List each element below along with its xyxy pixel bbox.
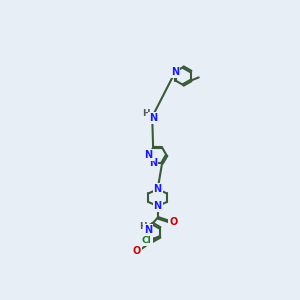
Text: N: N [145,150,153,160]
Text: N: N [171,67,179,76]
Text: N: N [149,158,157,168]
Text: Cl: Cl [142,236,152,245]
Text: N: N [149,112,157,123]
Text: O: O [133,246,141,256]
Text: N: N [144,225,152,235]
Text: H: H [139,223,147,232]
Text: O: O [169,217,177,226]
Text: N: N [154,184,162,194]
Text: N: N [154,201,162,211]
Text: H: H [142,109,150,118]
